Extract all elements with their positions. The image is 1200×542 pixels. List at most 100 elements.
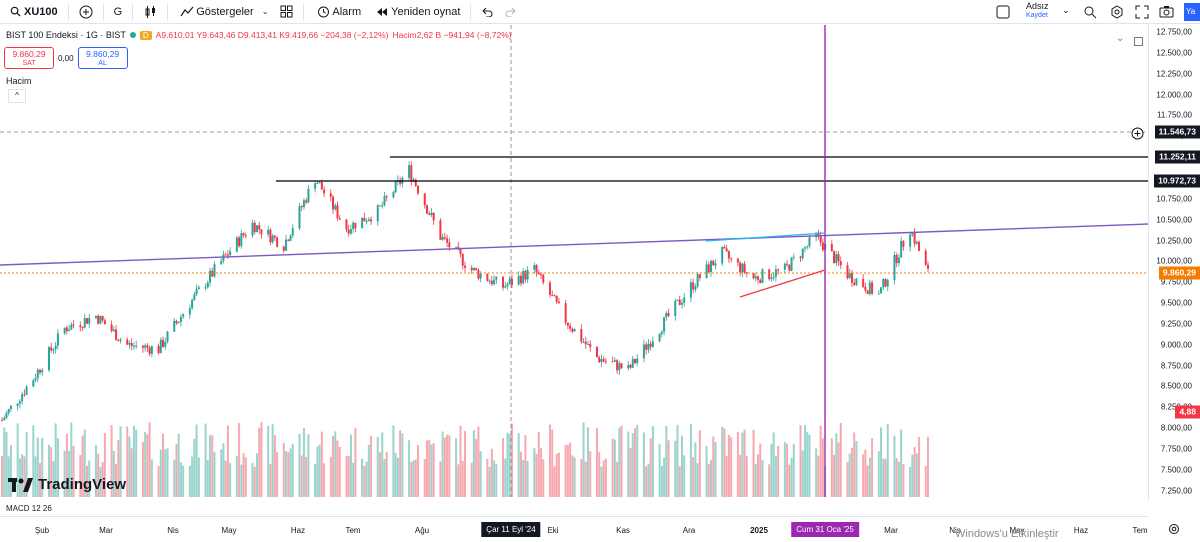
volume-bar [526,460,529,497]
candle-body [269,229,272,243]
candle-body [21,394,24,402]
candle-body [410,165,413,181]
candle-body [472,267,475,271]
candle-body [135,345,138,347]
candle-body [381,205,384,207]
candle-body [495,276,498,280]
candle-body [408,165,411,178]
candle-body [868,282,871,295]
replay-button[interactable]: Yeniden oynat [367,0,466,24]
pane-maximize-icon[interactable] [1134,33,1143,51]
volume-bar [220,449,223,497]
volume-bar [754,463,757,497]
candle-body [566,322,569,326]
volume-bar [694,442,697,497]
redo-icon[interactable] [499,0,523,24]
volume-bar [830,438,833,497]
sell-button[interactable]: 9.860,29 SAT [4,47,54,69]
candle-style-icon[interactable] [137,0,163,24]
chart-legend: BIST 100 Endeksi · 1G · BIST D A9.610,01… [6,30,512,40]
legend-title[interactable]: BIST 100 Endeksi · 1G · BIST [6,30,126,40]
candle-body [918,241,921,251]
layouts-grid-icon[interactable] [274,0,299,24]
price-tick: 12.500,00 [1156,48,1192,58]
layout-chevron-down-icon[interactable]: ⌄ [1062,5,1070,15]
candle-body [915,241,918,244]
candle-body [7,409,10,413]
indicators-button[interactable]: Göstergeler ⌄ [172,0,274,24]
volume-bar [146,434,149,497]
camera-icon[interactable] [1159,5,1174,21]
interval-button[interactable]: G [113,5,123,18]
candle-body [636,358,639,364]
candle-body [580,329,583,342]
spread-value: 0,00 [58,53,74,63]
volume-bar [739,454,742,497]
candle-body [730,258,733,260]
price-chart[interactable] [0,25,1148,497]
layout-name-block[interactable]: Adsız Kaydet [1026,2,1049,20]
time-axis[interactable]: Şub Mar Nis May Haz Tem Ağu Eki Kas Ara 2025 Mar Nis… [0,516,1148,542]
candle-body [229,251,232,256]
chart-canvas[interactable] [0,25,1148,497]
delay-badge: D [139,30,152,40]
volume-bar [475,439,478,497]
alert-button[interactable]: Alarm [308,0,367,24]
candle-body [52,349,55,351]
candle-body [803,247,806,249]
undo-icon[interactable] [475,0,499,24]
fullscreen-icon[interactable] [1135,5,1149,22]
volume-bar [895,458,898,497]
tradingview-logo[interactable]: TradingView [8,476,126,493]
candle-body [727,251,730,259]
symbol-search[interactable]: XU100 [0,0,64,24]
price-tick: 7.750,00 [1160,444,1192,454]
candle-body [242,233,245,236]
time-tick: Mar [99,526,113,535]
candle-body [9,405,12,410]
candle-body [877,293,880,295]
candle-body [848,272,851,279]
volume-bar [835,433,838,497]
volume-bar [571,455,574,497]
volume-bar [126,426,129,497]
candle-body [461,254,464,266]
volume-bar [455,438,458,497]
price-axis[interactable]: 12.750,00 12.500,00 12.250,00 12.000,00 11.7… [1148,25,1200,500]
volume-bar [631,433,634,497]
buy-button[interactable]: 9.860,29 AL [77,47,128,69]
volume-bar [569,442,572,497]
symbol-label: XU100 [24,5,58,18]
volume-bar [302,428,305,497]
channel-upper-line[interactable] [705,232,826,242]
user-avatar[interactable]: Ya [1184,3,1200,21]
candle-body [683,297,686,303]
settings-gear-icon[interactable] [1110,5,1124,22]
volume-bar [316,446,319,497]
volume-bar [743,429,746,497]
volume-bar [443,437,446,497]
volume-bar [772,432,775,497]
volume-bar [819,425,822,497]
compare-add-icon[interactable] [73,0,99,24]
volume-bar [645,466,648,497]
volume-bar [345,456,348,497]
collapse-legend-button[interactable]: ^ [8,89,26,103]
volume-bar [792,443,795,497]
volume-bar [399,430,402,497]
channel-lower-line[interactable] [739,269,826,298]
volume-bar [240,464,243,497]
volume-bar [600,466,603,497]
pane-collapse-icon[interactable]: ⌄ [1116,33,1125,44]
volume-bar [242,453,245,497]
trend-line[interactable] [0,223,1148,266]
volume-bar [56,438,59,497]
volume-bar [323,463,326,497]
macd-pane-label: MACD 12 26 [6,504,52,513]
time-settings-gear-icon[interactable] [1168,522,1180,540]
layout-toggle-icon[interactable] [996,5,1010,22]
quick-search-icon[interactable] [1083,5,1097,22]
candle-body [220,260,223,265]
candle-body [314,183,317,189]
add-alert-plus-icon[interactable] [1131,127,1144,145]
